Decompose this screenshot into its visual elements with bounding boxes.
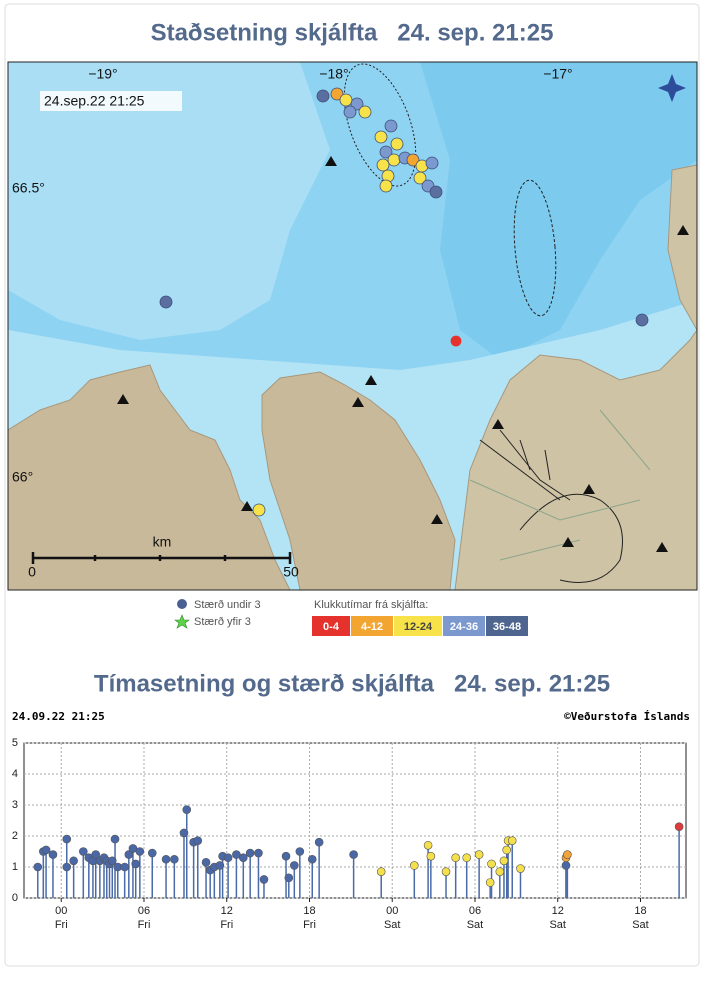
x-tick-label: 06 Fri bbox=[138, 905, 151, 931]
quake-dot bbox=[131, 859, 141, 869]
plot-frame bbox=[23, 742, 687, 899]
hours-swatch bbox=[351, 616, 393, 636]
x-tick-label: 06 Sat bbox=[467, 905, 484, 931]
quake-dot bbox=[62, 834, 72, 844]
map-timestamp: 24.sep.22 21:25 bbox=[44, 93, 145, 109]
quake-dot bbox=[451, 853, 460, 863]
quake-dot bbox=[423, 840, 433, 850]
quake-dot bbox=[426, 851, 436, 861]
quake-dot bbox=[314, 837, 324, 847]
quake-dot bbox=[281, 851, 291, 861]
quake-dot bbox=[245, 848, 255, 858]
quake-dot bbox=[561, 861, 571, 870]
quake-dot bbox=[307, 854, 317, 864]
quake-dot bbox=[487, 859, 496, 869]
legend-star bbox=[174, 614, 190, 629]
hours-legend: 0-4 4-12 12-24 24-36 36-48 bbox=[312, 616, 528, 636]
hours-label: 24-36 bbox=[450, 621, 478, 633]
hours-swatch bbox=[443, 616, 485, 636]
quake-dot bbox=[238, 853, 248, 863]
quake-dot bbox=[182, 805, 192, 814]
quake-dot bbox=[474, 850, 484, 859]
x-tick-label: 12 Fri bbox=[220, 905, 233, 931]
quake-dot bbox=[254, 848, 263, 858]
quake-dot bbox=[499, 856, 509, 866]
hours-label: 4-12 bbox=[361, 621, 383, 633]
y-tick-label: 4 bbox=[12, 768, 18, 780]
legend-title: Klukkutímar frá skjálfta: bbox=[314, 599, 428, 611]
x-tick-label: 18 Fri bbox=[303, 905, 316, 931]
map: 24.sep.22 21:25 −19° −18° −17° 66.5° 66°… bbox=[8, 62, 697, 590]
x-tick-label: 00 Fri bbox=[55, 905, 68, 931]
quake-dot bbox=[674, 822, 684, 832]
quake-dot bbox=[201, 858, 211, 867]
quake-dot bbox=[124, 850, 134, 859]
quake-dot bbox=[107, 856, 117, 866]
quake-dot bbox=[135, 847, 145, 856]
lat-label: 66.5° bbox=[12, 180, 45, 196]
quake-dot bbox=[462, 853, 472, 863]
y-tick-label: 3 bbox=[12, 799, 18, 811]
x-tick-label: 12 Sat bbox=[549, 905, 566, 931]
quake-dot bbox=[502, 845, 512, 855]
hours-label: 12-24 bbox=[404, 621, 433, 633]
quake-dot bbox=[376, 867, 386, 876]
map-frame bbox=[7, 61, 698, 591]
scale-end: 50 bbox=[283, 564, 299, 580]
hours-swatch bbox=[394, 616, 442, 636]
quake-dot bbox=[410, 861, 419, 870]
lat-label: 66° bbox=[12, 469, 33, 485]
y-tick-label: 5 bbox=[12, 737, 18, 749]
hours-swatch bbox=[486, 616, 528, 636]
chart-credit: ©Veðurstofa Íslands bbox=[564, 710, 690, 723]
quake-dot bbox=[290, 861, 299, 870]
lon-label: −17° bbox=[543, 66, 572, 82]
quake-dot bbox=[495, 867, 505, 876]
quake-dot bbox=[110, 834, 120, 844]
quake-dot bbox=[147, 848, 157, 858]
quake-dot bbox=[69, 856, 78, 866]
quake-dot bbox=[41, 845, 51, 855]
chart-title: Tímasetning og stærð skjálfta 24. sep. 2… bbox=[94, 670, 610, 697]
quake-dot bbox=[79, 847, 88, 856]
legend-label: Stærð undir 3 bbox=[194, 599, 261, 611]
lon-label: −18° bbox=[319, 66, 348, 82]
chart-timestamp: 24.09.22 21:25 bbox=[12, 710, 105, 723]
quake-dot bbox=[193, 836, 203, 845]
quake-dot bbox=[259, 875, 269, 884]
y-tick-label: 0 bbox=[12, 892, 18, 904]
quake-dot bbox=[485, 878, 495, 887]
quake-dot bbox=[120, 862, 129, 872]
legend-circle bbox=[177, 599, 187, 609]
quake-dot bbox=[33, 862, 43, 872]
hours-swatch bbox=[312, 616, 350, 636]
quake-dot bbox=[170, 854, 179, 864]
y-tick-label: 1 bbox=[12, 861, 18, 873]
quake-dot bbox=[507, 836, 517, 845]
quake-dot bbox=[48, 850, 58, 859]
quake-dot bbox=[161, 854, 171, 864]
lon-label: −19° bbox=[88, 66, 117, 82]
scale-unit: km bbox=[153, 534, 172, 550]
quake-dot bbox=[91, 850, 101, 859]
quake-dot bbox=[563, 850, 572, 859]
y-tick-label: 2 bbox=[12, 830, 18, 842]
hours-label: 36-48 bbox=[493, 621, 521, 633]
hours-label: 0-4 bbox=[323, 621, 340, 633]
scale-start: 0 bbox=[28, 564, 36, 580]
x-tick-label: 00 Sat bbox=[384, 905, 401, 931]
legend-label: Stærð yfir 3 bbox=[194, 616, 251, 628]
quake-dot bbox=[295, 847, 305, 856]
quake-dot bbox=[223, 853, 233, 863]
quake-dot bbox=[441, 867, 451, 876]
quake-dot bbox=[62, 862, 72, 872]
map-title: Staðsetning skjálfta 24. sep. 21:25 bbox=[151, 19, 554, 46]
x-tick-label: 18 Sat bbox=[632, 905, 649, 931]
quake-dot bbox=[516, 864, 525, 873]
quake-dot bbox=[284, 873, 294, 883]
quake-dot bbox=[215, 861, 225, 870]
quake-dot bbox=[179, 828, 189, 838]
quake-dot bbox=[349, 850, 358, 859]
